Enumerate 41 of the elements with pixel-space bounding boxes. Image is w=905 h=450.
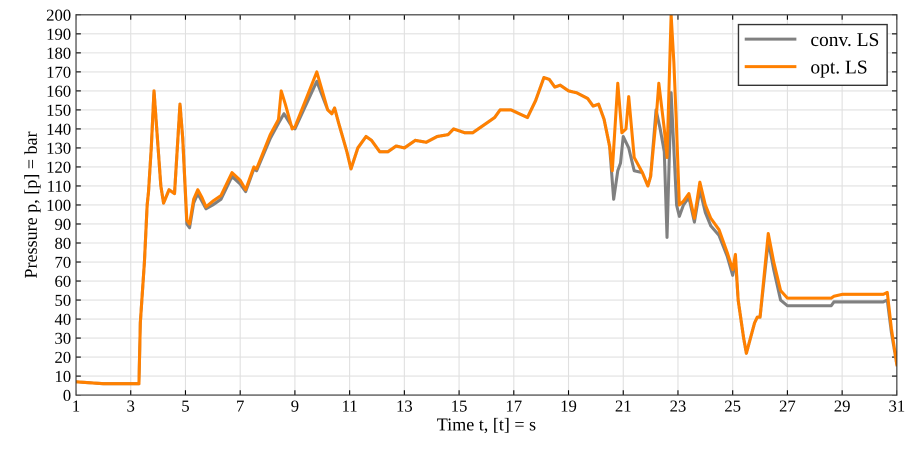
- x-tick-label: 17: [506, 400, 522, 412]
- y-tick-label: 0: [63, 390, 71, 402]
- x-tick-label: 29: [834, 400, 850, 412]
- y-tick-label: 180: [48, 48, 71, 59]
- x-axis-title: Time t, [t] = s: [437, 418, 536, 434]
- x-tick-label: 7: [237, 400, 244, 412]
- x-tick-label: 11: [343, 400, 357, 412]
- x-tick-label: 25: [725, 400, 740, 412]
- y-tick-label: 170: [48, 66, 71, 78]
- y-tick-label: 80: [55, 238, 71, 249]
- y-tick-label: 100: [48, 200, 71, 211]
- x-tick-label: 5: [182, 400, 189, 412]
- x-tick-label: 27: [780, 400, 796, 412]
- x-tick-label: 9: [291, 400, 298, 412]
- x-tick-label: 13: [397, 400, 412, 412]
- y-tick-label: 120: [48, 162, 71, 173]
- x-tick-label: 21: [616, 400, 631, 412]
- x-tick-label: 31: [889, 400, 904, 412]
- y-tick-label: 190: [48, 28, 71, 40]
- y-tick-label: 90: [55, 218, 71, 230]
- y-tick-label: 200: [46, 10, 71, 21]
- y-tick-label: 140: [48, 124, 71, 135]
- y-tick-label: 150: [48, 104, 71, 116]
- y-tick-label: 160: [48, 86, 71, 97]
- y-axis-title: Pressure p, [p] = bar: [24, 132, 41, 278]
- y-tick-label: 70: [56, 256, 71, 268]
- y-tick-label: 110: [48, 180, 71, 192]
- y-tick-label: 130: [48, 142, 71, 154]
- x-tick-label: 15: [452, 400, 467, 412]
- y-tick-label: 40: [54, 314, 71, 325]
- x-tick-label: 19: [562, 400, 576, 412]
- legend-label: opt. LS: [811, 60, 866, 78]
- y-tick-label: 10: [56, 370, 71, 382]
- y-tick-label: 50: [55, 294, 71, 306]
- x-tick-label: 23: [670, 400, 686, 412]
- y-tick-label: 20: [55, 352, 71, 364]
- x-tick-label: 3: [127, 400, 134, 412]
- y-tick-label: 30: [55, 332, 71, 344]
- legend-label: conv. LS: [811, 33, 878, 46]
- x-tick-label: 1: [73, 400, 80, 412]
- y-tick-label: 60: [55, 276, 71, 287]
